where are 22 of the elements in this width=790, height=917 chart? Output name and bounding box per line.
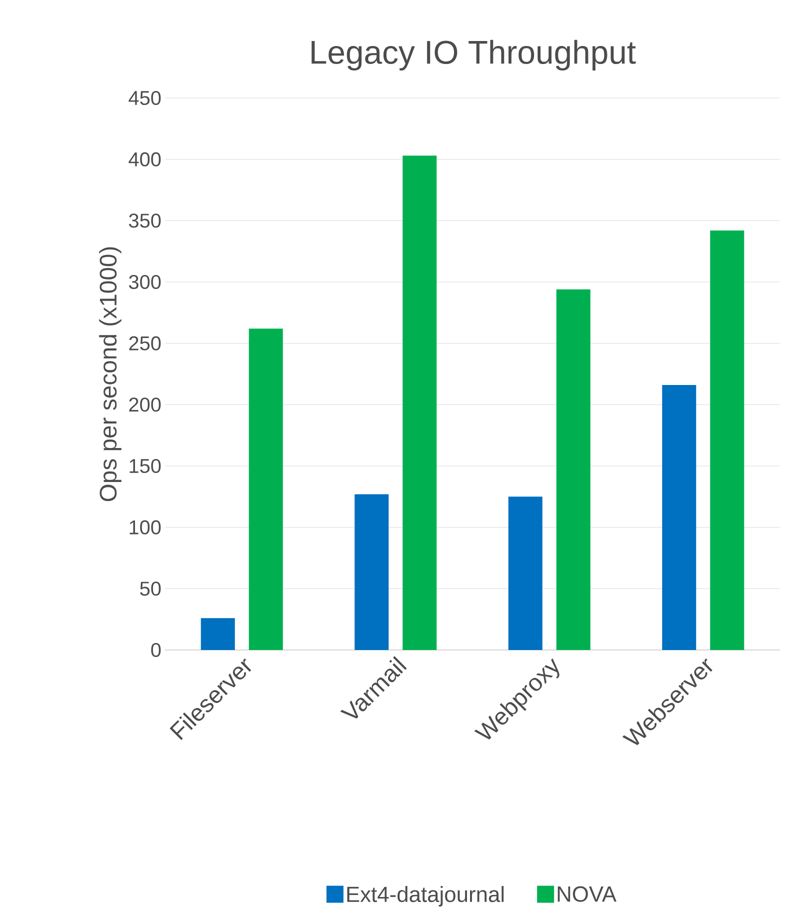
- legend-label: Ext4-datajournal: [347, 886, 504, 906]
- y-tick-label: 50: [140, 582, 161, 596]
- y-tick-label: 150: [130, 458, 161, 474]
- bar: [662, 385, 696, 650]
- y-tick-label: 350: [129, 214, 161, 228]
- bar: [556, 289, 590, 650]
- y-axis-title: Ops per second (x1000): [99, 247, 122, 502]
- bar: [248, 328, 283, 650]
- bar: [508, 496, 542, 650]
- bar: [354, 494, 389, 650]
- bar: [200, 618, 235, 650]
- y-tick-label: 200: [129, 398, 161, 412]
- bar: [710, 230, 744, 650]
- bar: [402, 156, 437, 650]
- y-tick-label: 450: [128, 90, 161, 106]
- y-tick-label: 100: [130, 520, 161, 534]
- y-tick-label: 400: [128, 152, 161, 166]
- chart-title: Legacy IO Throughput: [312, 40, 636, 71]
- y-tick-label: 250: [129, 336, 161, 350]
- y-tick-label: 300: [129, 274, 161, 290]
- y-tick-label: 0: [151, 642, 161, 658]
- legend-label: NOVA: [558, 886, 617, 902]
